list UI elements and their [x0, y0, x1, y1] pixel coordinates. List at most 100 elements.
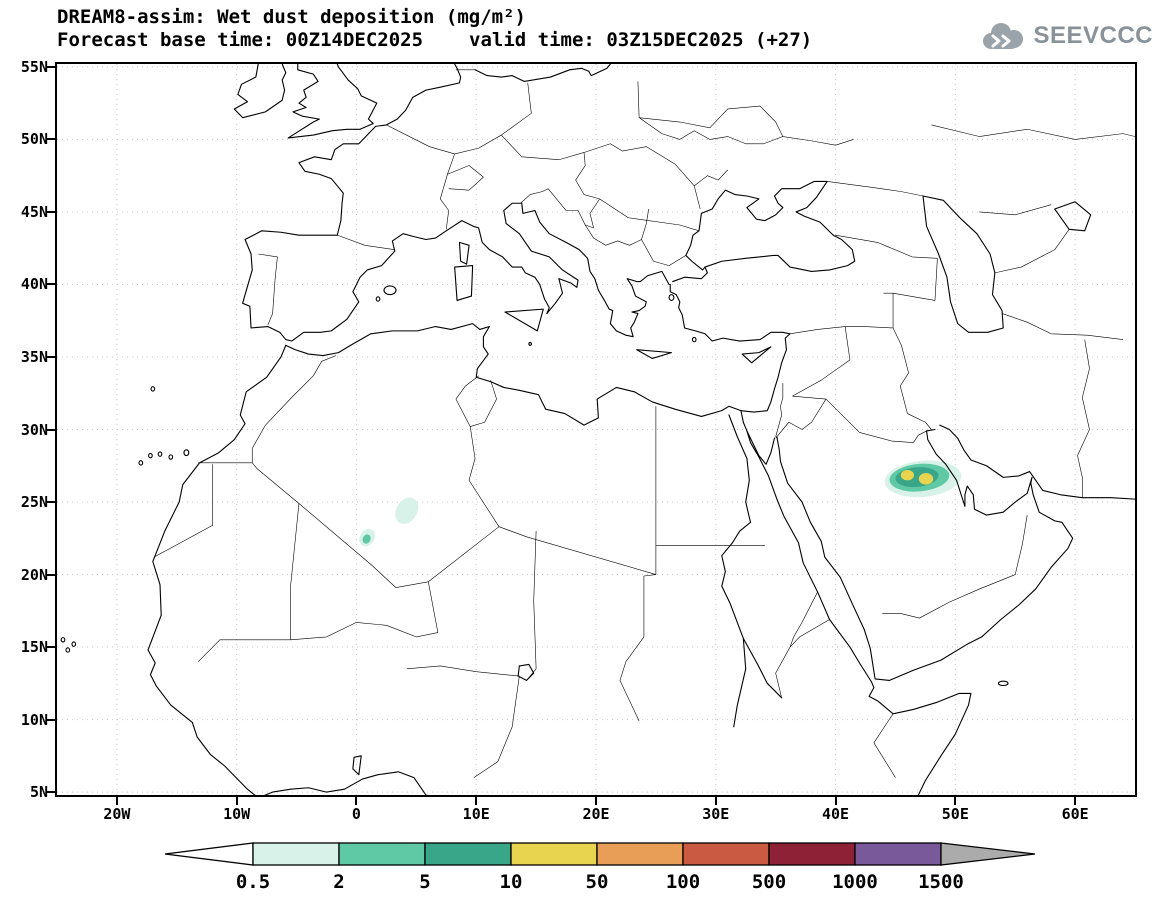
x-axis-tick [1074, 797, 1077, 805]
x-axis-label: 10E [462, 805, 490, 823]
dust-region-arabia-core-west [900, 469, 915, 481]
border-sahel [198, 503, 536, 777]
y-axis-label: 40N [20, 275, 48, 294]
x-axis-label: 20E [582, 805, 610, 823]
border-arabia [776, 383, 1028, 618]
country-borders [154, 70, 1135, 778]
x-axis-tick [235, 797, 238, 805]
coast-horn-of-africa [869, 688, 971, 795]
x-axis-label: 30E [702, 805, 730, 823]
colorbar: 0.5 2 5 10 50 100 500 1000 1500 [164, 842, 1036, 893]
y-axis-label: 50N [20, 130, 48, 149]
y-axis-tick [47, 791, 55, 794]
island-capeverde-2 [72, 642, 76, 646]
island-socotra [998, 681, 1008, 685]
colorbar-boundary-label: 1000 [832, 871, 878, 893]
border-central-europe [501, 83, 700, 266]
colorbar-segment-1000 [854, 842, 942, 866]
y-axis-label: 45N [20, 202, 48, 221]
x-axis-tick [834, 797, 837, 805]
island-canary-1 [139, 461, 143, 465]
island-rhodes [692, 337, 696, 341]
y-axis-label: 25N [20, 493, 48, 512]
island-ibiza [376, 297, 380, 301]
colorbar-segment-5 [424, 842, 512, 866]
island-lesbos [669, 295, 674, 301]
border-mideast [790, 235, 937, 429]
colorbar-under-arrow [164, 842, 254, 866]
colorbar-boundary-label: 500 [752, 871, 786, 893]
forecast-base-time: Forecast base time: 00Z14DEC2025 [57, 29, 424, 52]
coast-iran-gulf [940, 425, 1135, 499]
island-capeverde-3 [66, 648, 70, 652]
border-horn [776, 592, 896, 778]
colorbar-boundary-label: 1500 [918, 871, 964, 893]
x-axis-label: 50E [941, 805, 969, 823]
valid-time: valid time: 03Z15DEC2025 (+27) [469, 29, 813, 52]
island-canary-5 [184, 450, 189, 456]
x-axis-label: 60E [1061, 805, 1089, 823]
colorbar-boundary-label: 5 [419, 871, 430, 893]
coast-africa-west [148, 345, 443, 795]
island-capeverde-1 [61, 638, 65, 642]
x-axis-label: 20W [103, 805, 131, 823]
colorbar-boundary-label: 2 [333, 871, 344, 893]
dust-region-arabia-core-east [918, 473, 934, 485]
y-axis-tick [47, 573, 55, 576]
y-axis-tick [47, 501, 55, 504]
border-morocco-wsahara [154, 356, 336, 558]
colorbar-segment-10 [510, 842, 598, 866]
island-malta [529, 342, 531, 345]
lake-chad [518, 664, 534, 680]
island-corsica [459, 242, 469, 264]
dust-region-sahara-small-core [362, 534, 371, 544]
y-axis-tick [47, 210, 55, 213]
island-madeira [151, 387, 155, 391]
colorbar-boundary-label: 0.5 [236, 871, 270, 893]
coast-marmara [673, 255, 708, 281]
colorbar-segment-2 [338, 842, 426, 866]
coast-redsea-african [747, 431, 874, 688]
y-axis-label: 15N [20, 638, 48, 657]
island-mallorca [384, 286, 396, 295]
figure-title: DREAM8-assim: Wet dust deposition (mg/m²… [57, 6, 526, 28]
river-nile [722, 415, 782, 727]
x-axis-tick [595, 797, 597, 805]
coast-italy-balkans-greece [504, 203, 669, 336]
lake-volta [353, 756, 361, 775]
border-libya-egypt-sudan [499, 406, 765, 721]
x-axis-tick [714, 797, 717, 805]
x-axis-label: 10W [223, 805, 251, 823]
colorbar-over-arrow [940, 842, 1036, 866]
y-axis-tick [47, 646, 55, 649]
dust-region-sahara-patch-outer [395, 497, 419, 524]
colorbar-boundary-label: 100 [666, 871, 700, 893]
coast-arabia [777, 430, 1073, 681]
coastlines [61, 64, 1135, 795]
x-axis-tick [115, 797, 118, 805]
y-axis-label: 20N [20, 565, 48, 584]
coast-black-sea [686, 181, 855, 271]
y-axis-tick [47, 428, 55, 431]
coast-europe-west [243, 64, 550, 341]
y-axis-tick [47, 283, 55, 286]
coast-baltic [475, 64, 610, 81]
dust-deposition-regions [359, 460, 962, 547]
coast-aral-sea [1055, 202, 1091, 231]
coast-caspian-sea [923, 196, 1003, 332]
island-sicily [505, 309, 543, 331]
colorbar-segment-500 [768, 842, 856, 866]
y-axis-tick [47, 138, 55, 141]
colorbar-boundary-label: 10 [500, 871, 523, 893]
x-axis-tick [475, 797, 478, 805]
x-axis-label: 0 [351, 805, 361, 823]
border-west-europe [258, 70, 501, 325]
island-canary-2 [149, 453, 153, 457]
coast-sinai [741, 411, 775, 465]
figure-header: DREAM8-assim: Wet dust deposition (mg/m²… [57, 6, 812, 52]
y-axis-tick [47, 355, 55, 358]
y-axis-tick [47, 65, 55, 68]
coast-ireland [234, 64, 286, 118]
y-axis-label: 5N [29, 783, 48, 802]
